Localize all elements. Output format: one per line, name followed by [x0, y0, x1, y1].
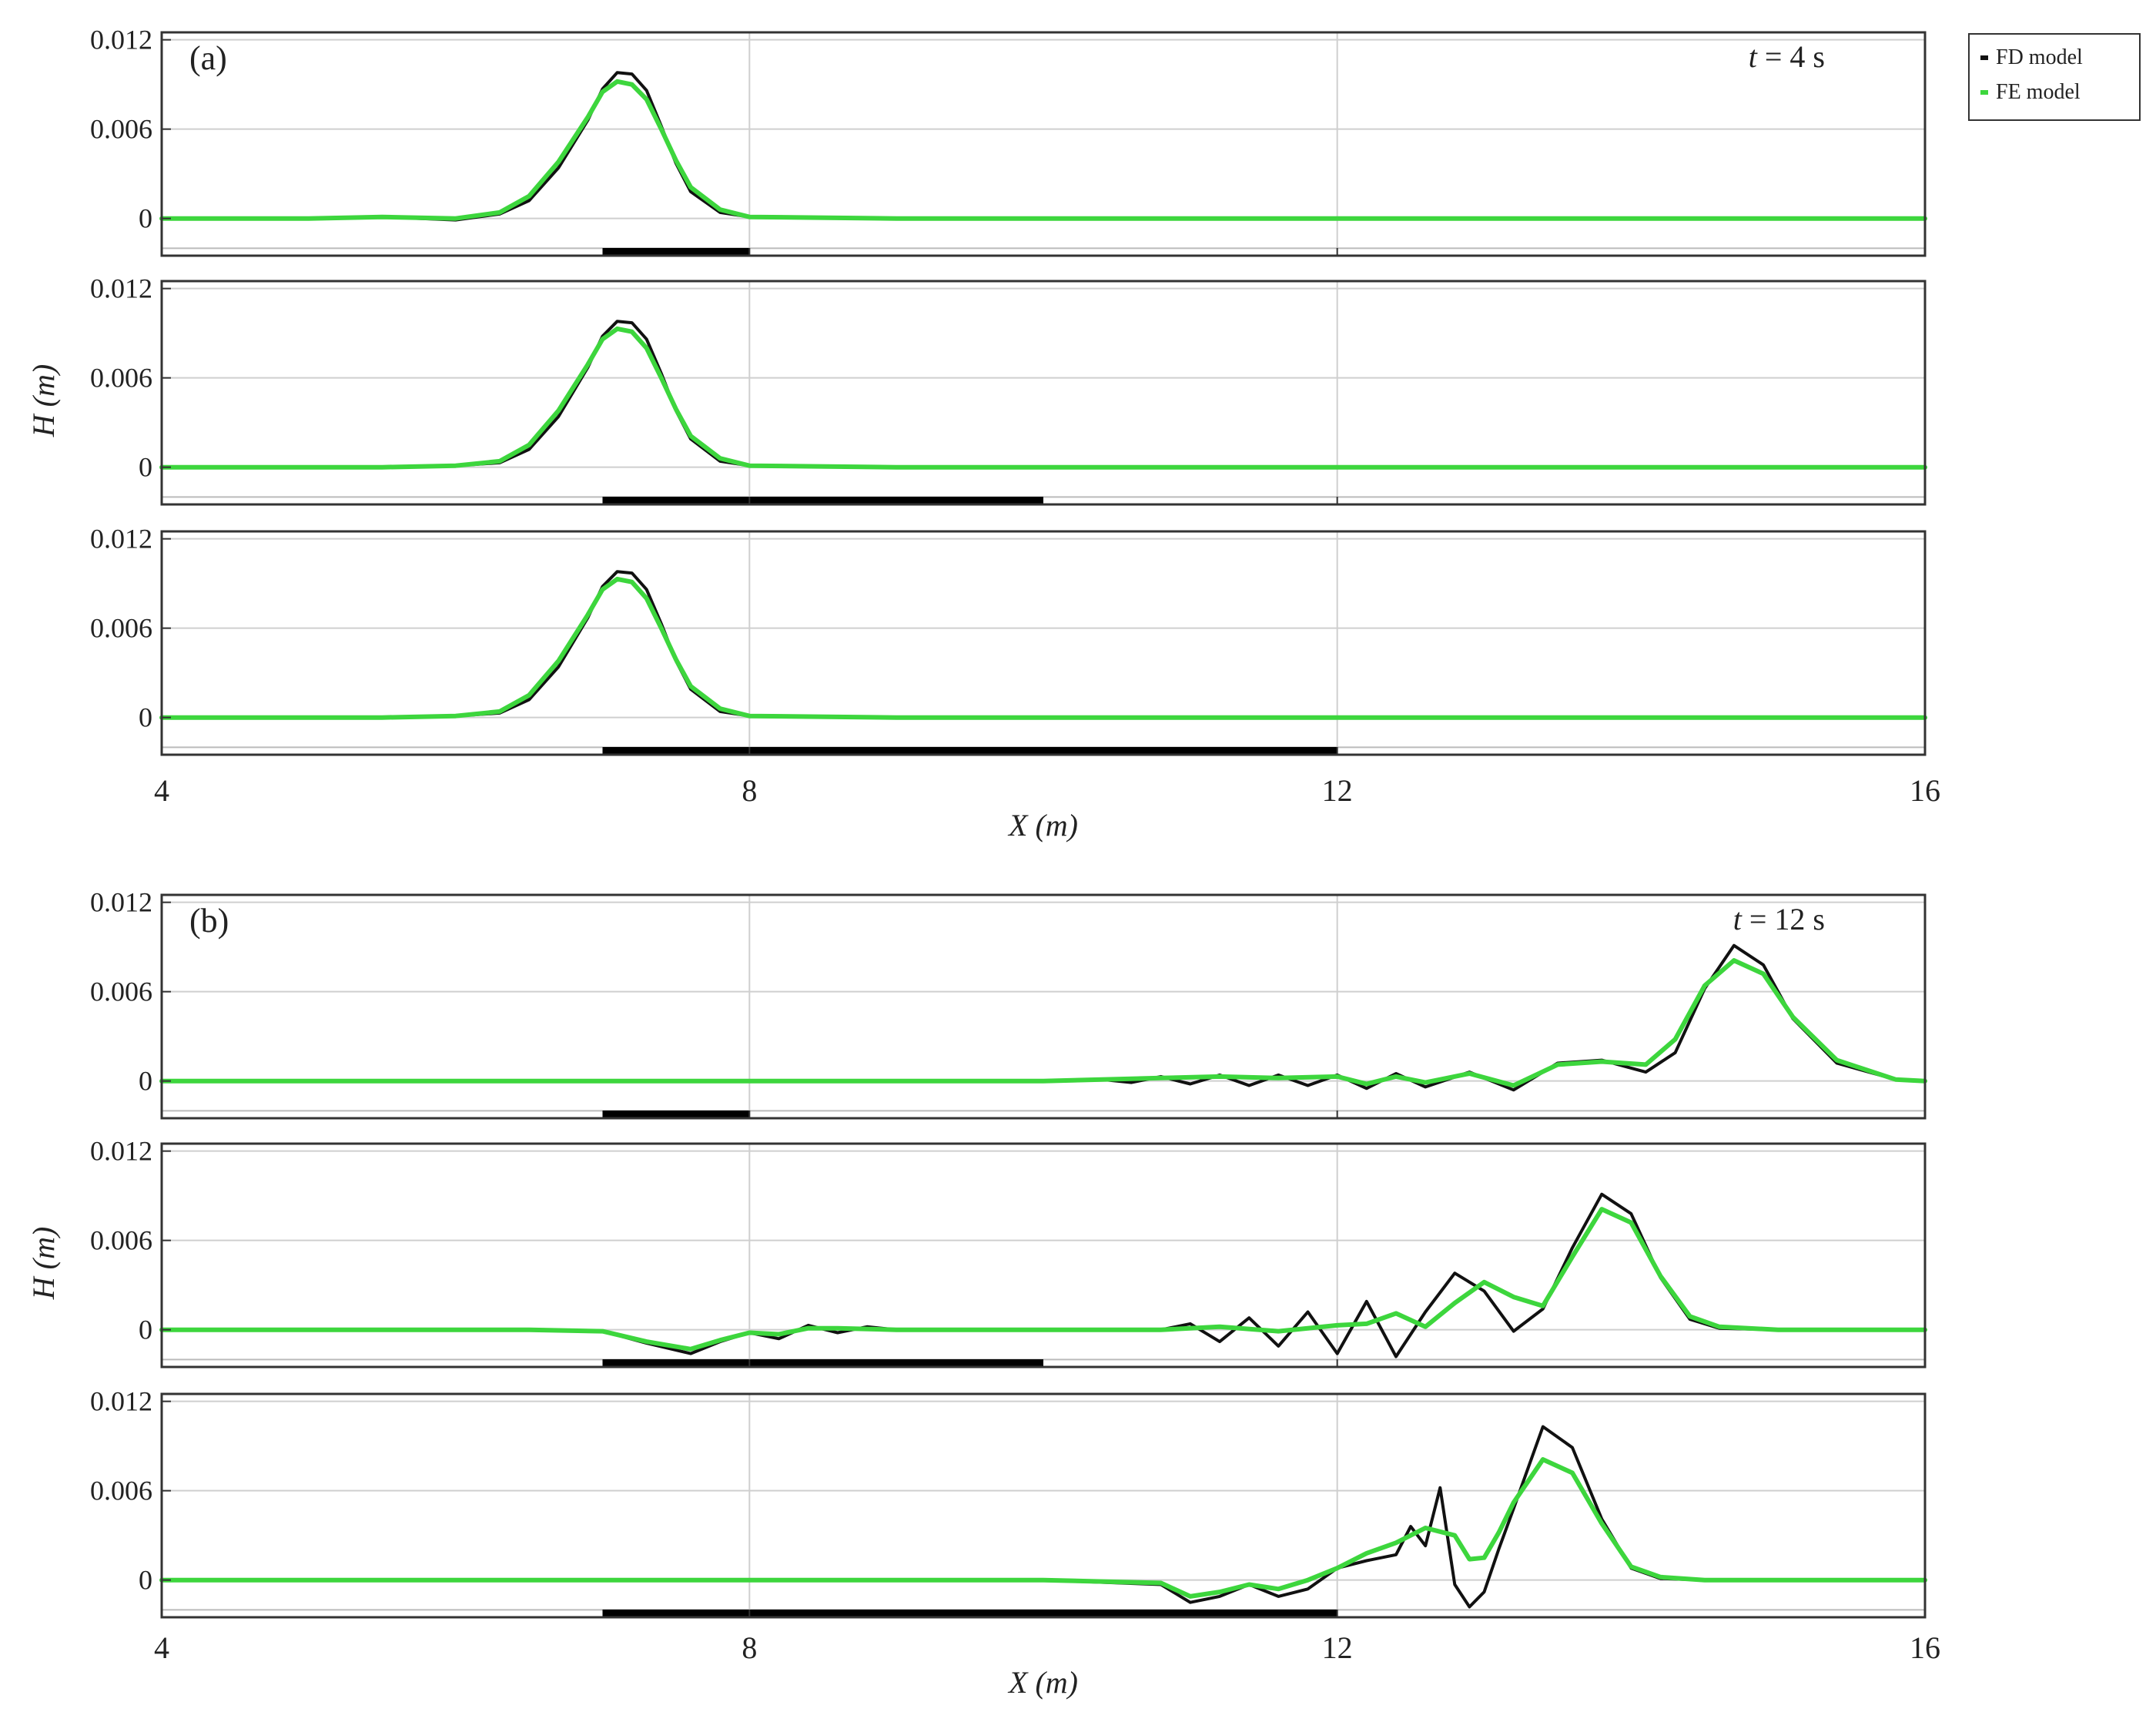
x-tick-label: 12 — [1322, 773, 1353, 808]
subplot-a-3: 0 0.006 0.012 — [90, 524, 1927, 756]
structure-bar — [602, 248, 750, 256]
y-tick-label: 0.006 — [90, 363, 152, 394]
x-tick-label: 16 — [1910, 773, 1940, 808]
y-tick-label: 0 — [139, 1315, 152, 1345]
x-tick-label: 16 — [1910, 1630, 1940, 1665]
y-tick-label: 0.006 — [90, 977, 152, 1007]
time-label: t = 4 s — [1749, 39, 1825, 74]
y-tick-label: 0.006 — [90, 1225, 152, 1256]
x-tick-label: 4 — [154, 1630, 169, 1665]
legend-label-fe: FE model — [1996, 80, 2081, 104]
y-tick-label: 0 — [139, 1565, 152, 1596]
series-line-fe — [159, 79, 1927, 221]
y-tick-label: 0.012 — [90, 524, 152, 554]
series-line-fd — [160, 1425, 1927, 1609]
x-tick-label: 4 — [154, 773, 169, 808]
structure-bar — [602, 1359, 1043, 1367]
legend-item-fd: FD model — [1980, 42, 2083, 73]
y-tick-label: 0.012 — [90, 25, 152, 55]
subplot-b-1: 0 0.006 0.012 (b) t = 12 s — [90, 887, 1927, 1120]
series-line-fd — [160, 943, 1927, 1092]
y-tick-label: 0 — [139, 203, 152, 234]
y-tick-label: 0.012 — [90, 1386, 152, 1417]
subplot-frame — [160, 31, 1927, 257]
subplot-frame — [160, 1142, 1927, 1369]
structure-bar — [602, 497, 1043, 504]
y-axis-label: H (m) — [26, 364, 61, 437]
time-label-value: = 12 s — [1742, 902, 1825, 936]
series-line-fe — [159, 1457, 1927, 1599]
legend-swatch-fe — [1980, 90, 1988, 95]
series-line-fe — [159, 1207, 1927, 1352]
y-tick-label: 0.012 — [90, 1136, 152, 1167]
x-tick-label: 8 — [742, 1630, 757, 1665]
y-tick-label: 0.012 — [90, 273, 152, 304]
y-tick-label: 0.006 — [90, 613, 152, 644]
y-tick-label: 0 — [139, 452, 152, 483]
subplot-b-3: 0 0.006 0.012 — [90, 1386, 1927, 1619]
subplot-a-2: 0 0.006 0.012 — [90, 273, 1927, 506]
y-axis-label: H (m) — [26, 1227, 61, 1300]
legend-label-fd: FD model — [1996, 45, 2083, 69]
y-tick-label: 0.012 — [90, 887, 152, 918]
subplot-frame — [160, 893, 1927, 1120]
x-axis-label: X (m) — [1007, 1665, 1078, 1700]
series-line-fe — [159, 326, 1927, 470]
subplot-frame — [160, 530, 1927, 756]
structure-bar — [602, 747, 1337, 755]
legend: FD model FE model — [1968, 33, 2141, 121]
structure-bar — [602, 1610, 1337, 1617]
figure-group-a: 0 0.006 0.012 (a) t = 4 s 0 0.006 0.012 0 0.006 0.… — [26, 25, 1940, 843]
x-tick-label: 8 — [742, 773, 757, 808]
legend-item-fe: FE model — [1980, 77, 2081, 108]
subplot-a-1: 0 0.006 0.012 (a) t = 4 s — [90, 25, 1927, 257]
series-line-fe — [159, 576, 1927, 720]
y-tick-label: 0 — [139, 702, 152, 733]
x-tick-label: 12 — [1322, 1630, 1353, 1665]
structure-bar — [602, 1111, 750, 1118]
series-line-fd — [160, 320, 1927, 469]
y-tick-label: 0.006 — [90, 1476, 152, 1506]
y-tick-label: 0.006 — [90, 114, 152, 145]
time-label-variable: t — [1733, 902, 1743, 936]
series-line-fd — [160, 71, 1927, 222]
series-line-fd — [160, 570, 1927, 719]
x-axis-label: X (m) — [1007, 808, 1078, 843]
panel-label: (a) — [189, 39, 227, 77]
panel-label: (b) — [189, 902, 229, 940]
y-tick-label: 0 — [139, 1066, 152, 1097]
series-line-fe — [159, 958, 1927, 1088]
time-label-variable: t — [1749, 39, 1758, 74]
legend-swatch-fd — [1980, 55, 1988, 60]
subplot-b-2: 0 0.006 0.012 — [90, 1136, 1927, 1369]
time-label-value: = 4 s — [1757, 39, 1825, 74]
time-label: t = 12 s — [1733, 902, 1825, 936]
subplot-frame — [160, 280, 1927, 506]
subplot-frame — [160, 1392, 1927, 1619]
